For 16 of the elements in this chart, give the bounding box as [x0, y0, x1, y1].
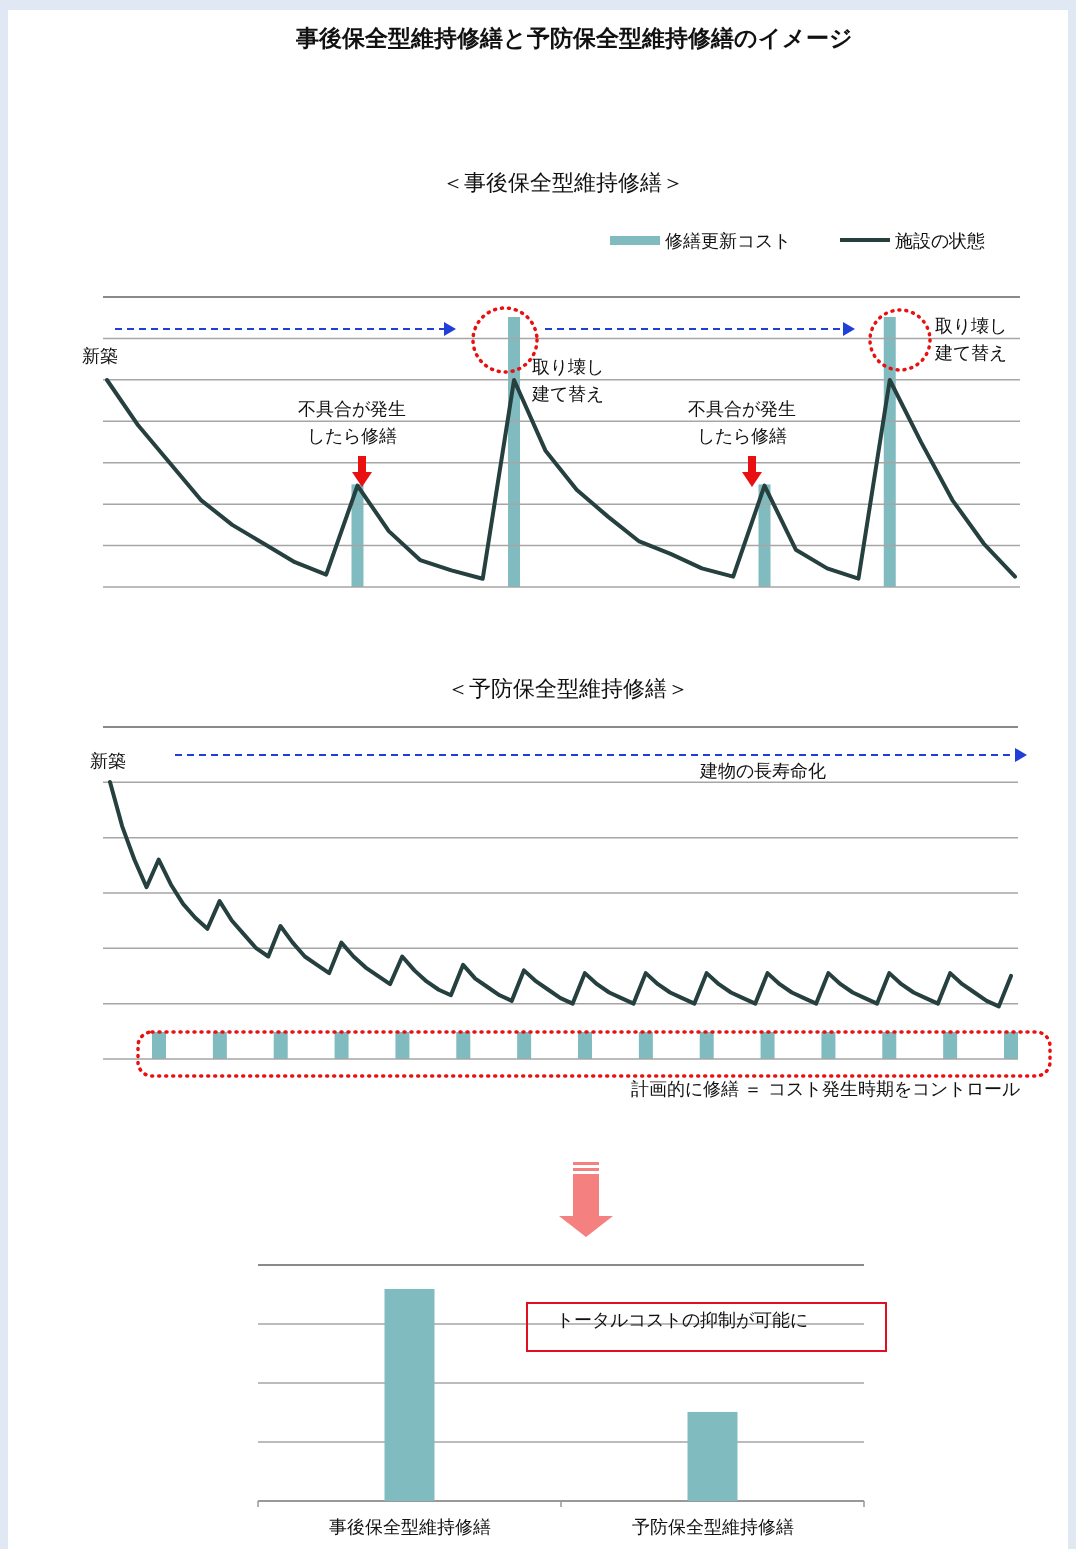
x-tick-label: 予防保全型維持修繕	[631, 1516, 794, 1537]
x-tick-label: 事後保全型維持修繕	[328, 1516, 491, 1537]
chart-title: ＜予防保全型維持修繕＞	[447, 676, 689, 701]
text: 建物の長寿命化	[699, 760, 826, 781]
text: 計画的に修繕 ＝ コスト発生時期をコントロール	[630, 1078, 1020, 1099]
legend-label: 修繕更新コスト	[665, 230, 791, 251]
chart-title: 事後保全型維持修繕と予防保全型維持修繕のイメージ	[294, 25, 853, 51]
annotation: トータルコストの抑制が可能に	[556, 1309, 808, 1330]
annotation: 取り壊し建て替え	[531, 356, 604, 404]
annotation: 不具合が発生したら修繕	[298, 398, 406, 446]
legend-label: 施設の状態	[895, 230, 985, 251]
text: 新築	[90, 750, 126, 771]
annotation: 新築	[82, 345, 118, 366]
chart-subtitle: ＜事後保全型維持修繕＞	[442, 170, 684, 195]
annotation: 取り壊し建て替え	[934, 315, 1007, 363]
annotation: 不具合が発生したら修繕	[688, 398, 796, 446]
